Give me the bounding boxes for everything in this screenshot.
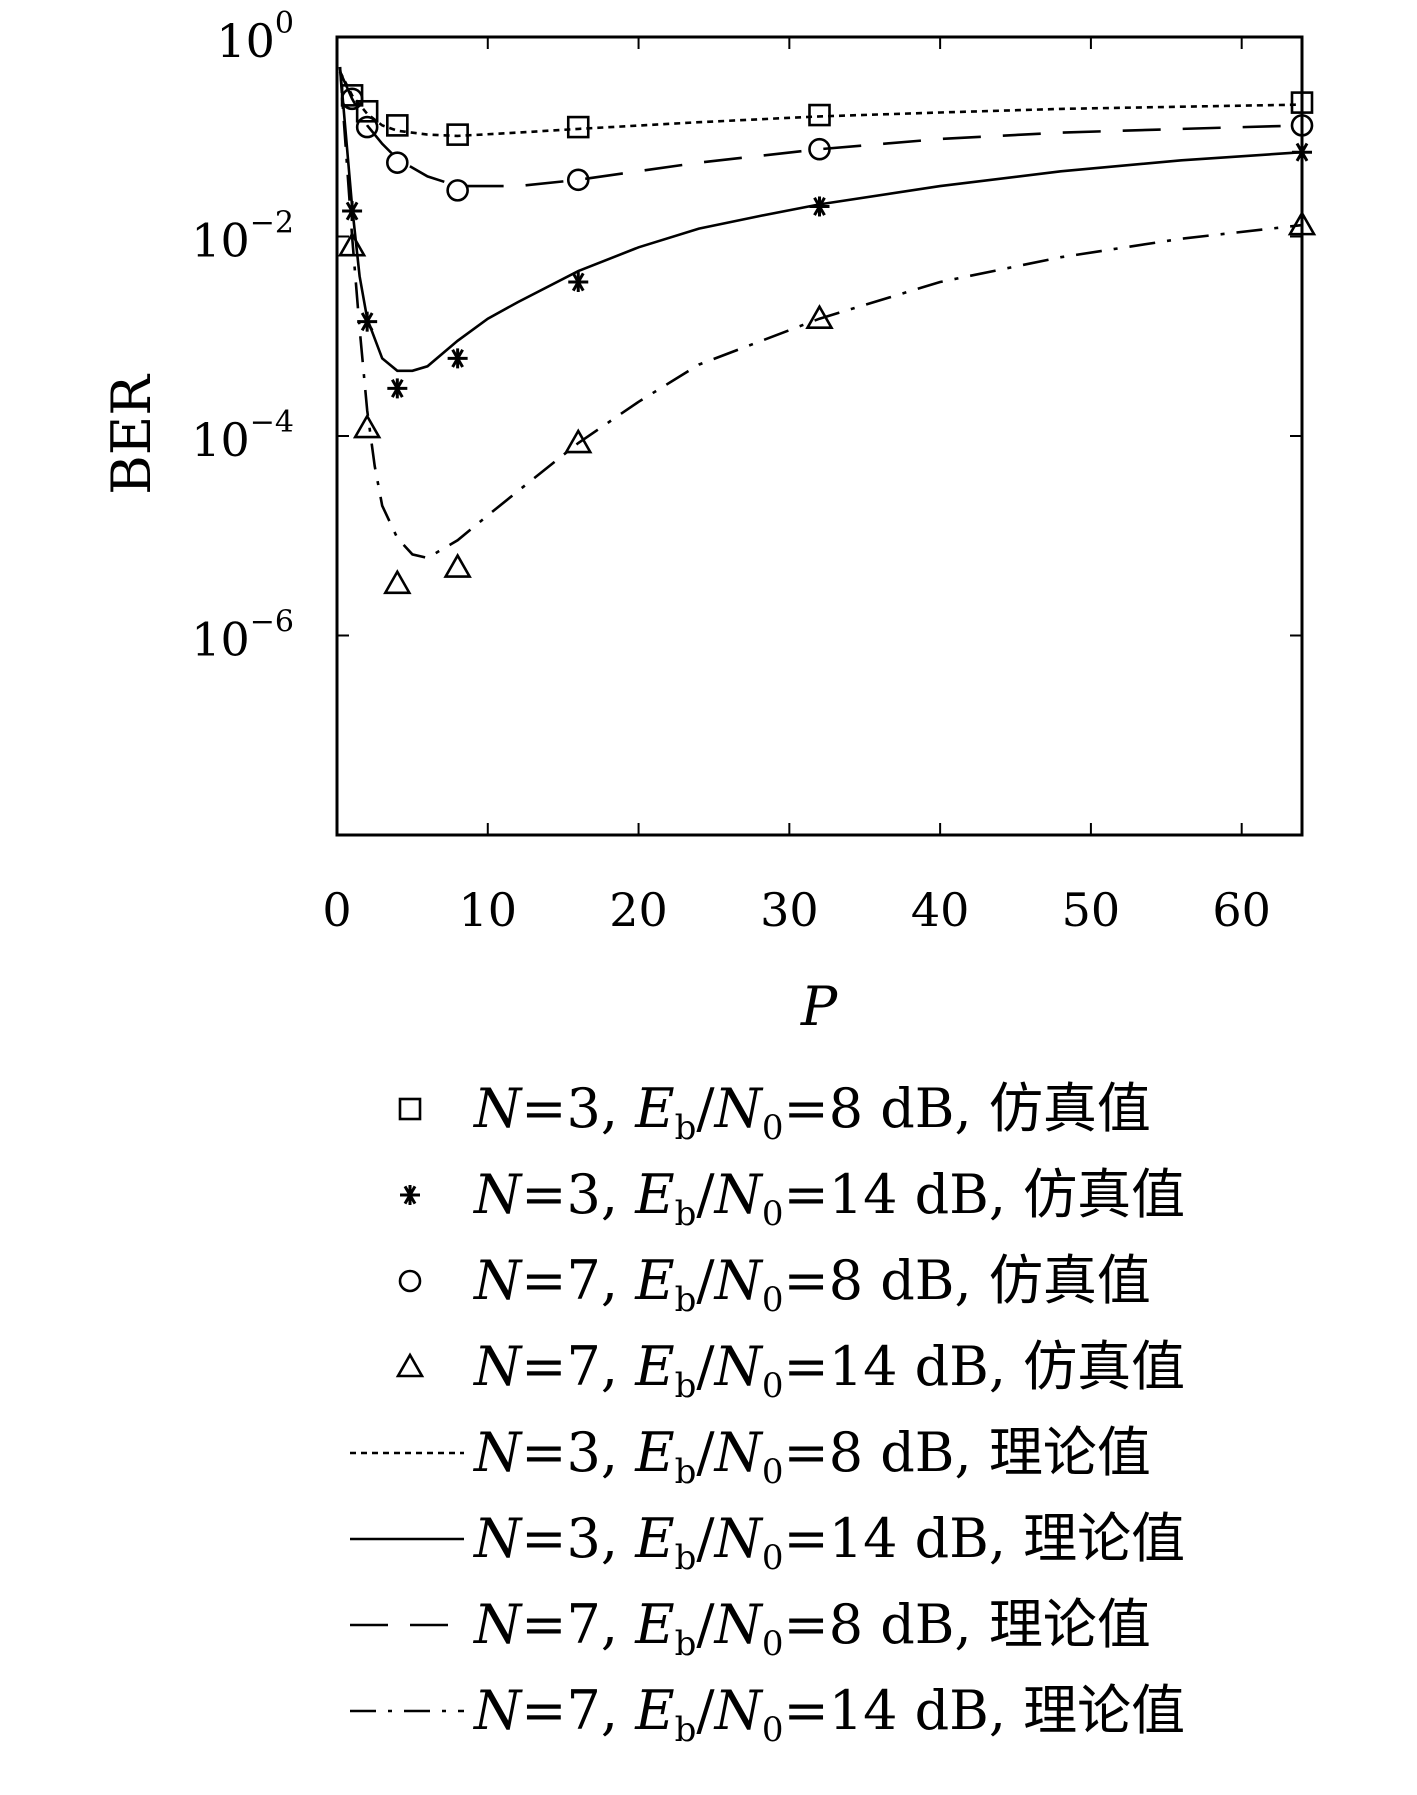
legend-entry: N=7, Eb/N0=14 dB, 理论值 [350,1679,1185,1750]
legend-label: N=3, Eb/N0=14 dB, 理论值 [472,1507,1185,1578]
legend-entry: N=3, Eb/N0=8 dB, 理论值 [350,1421,1151,1492]
data-point-square [386,114,409,137]
legend-marker-square [398,1097,422,1121]
series-line-dashdot [338,66,1303,560]
data-point-square [1290,91,1314,114]
data-point-triangle [337,231,367,257]
x-tick-label: 0 [322,883,351,937]
data-point-circle [446,179,469,202]
data-point-star [568,271,589,292]
y-tick-label: 100 [216,6,294,68]
y-tick-exponent: −4 [250,405,294,440]
axis-ticks [336,36,1302,835]
plot-frame [335,35,1304,837]
series-line-solid [338,66,1303,373]
data-point-triangle [805,304,834,329]
y-tick-exponent: −6 [250,605,294,640]
x-axis-label: P [800,975,839,1038]
data-point-triangle [352,413,382,439]
legend-entry: N=7, Eb/N0=14 dB, 仿真值 [395,1335,1185,1406]
legend: N=3, Eb/N0=8 dB, 仿真值 N=3, Eb/N0=14 dB, 仿真… [350,1077,1185,1750]
data-point-triangle [1287,210,1317,236]
data-point-circle [1290,114,1314,137]
data-point-star [447,348,468,369]
data-point-circle [566,168,590,192]
data-point-star [387,378,408,399]
data-point-circle [340,87,364,111]
legend-marker-circle [398,1269,422,1293]
y-axis-label: BER [100,374,163,495]
legend-label: N=7, Eb/N0=14 dB, 理论值 [472,1679,1185,1750]
data-point-star [1292,142,1312,163]
legend-entry: N=7, Eb/N0=8 dB, 仿真值 [398,1249,1151,1320]
x-tick-label: 50 [1062,883,1121,937]
legend-label: N=3, Eb/N0=8 dB, 仿真值 [472,1077,1151,1148]
data-point-star [809,196,830,217]
legend-label: N=7, Eb/N0=14 dB, 仿真值 [472,1335,1185,1406]
series-markers [337,84,1317,595]
y-tick-labels: 100 10−2 10−4 10−6 [191,6,294,667]
data-point-square [808,103,831,127]
data-point-square [446,123,469,146]
x-tick-label: 60 [1212,883,1271,937]
data-point-square [566,115,590,139]
data-point-triangle [564,428,593,454]
data-point-star [342,201,363,222]
data-point-star [357,311,378,332]
y-tick-label: 10−2 [191,206,294,268]
data-point-circle [808,137,831,161]
legend-entry: N=3, Eb/N0=8 dB, 仿真值 [398,1077,1151,1148]
y-tick-label: 10−6 [191,605,294,667]
y-tick-label: 10−4 [191,405,294,467]
series-line-dashed [338,71,1303,188]
x-tick-labels: 0 10 20 30 40 50 60 [322,883,1271,937]
legend-label: N=7, Eb/N0=8 dB, 理论值 [472,1593,1151,1664]
legend-entry: N=3, Eb/N0=14 dB, 理论值 [350,1507,1185,1578]
x-tick-label: 30 [760,883,819,937]
data-point-triangle [383,569,412,595]
legend-marker-triangle [395,1352,425,1378]
x-tick-label: 10 [459,883,518,937]
legend-label: N=3, Eb/N0=8 dB, 理论值 [472,1421,1151,1492]
legend-entry: N=3, Eb/N0=14 dB, 仿真值 [400,1163,1185,1234]
data-point-square [355,99,379,123]
legend-label: N=7, Eb/N0=8 dB, 仿真值 [472,1249,1151,1320]
legend-label: N=3, Eb/N0=14 dB, 仿真值 [472,1163,1185,1234]
y-tick-exponent: 0 [275,6,294,41]
y-tick-exponent: −2 [250,206,294,241]
x-tick-label: 40 [911,883,970,937]
data-point-circle [386,151,409,174]
data-point-circle [355,115,379,139]
legend-entry: N=7, Eb/N0=8 dB, 理论值 [350,1593,1151,1664]
legend-marker-star [400,1185,420,1205]
x-tick-label: 20 [609,883,668,937]
data-point-triangle [443,552,472,578]
